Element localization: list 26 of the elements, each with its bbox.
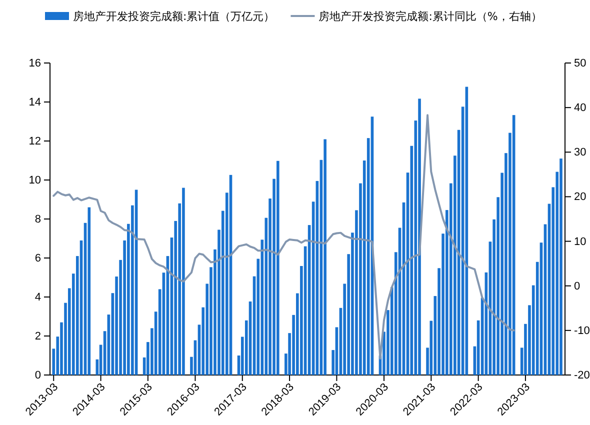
y2-tick-label: 0 — [574, 280, 580, 292]
y-tick-label: 6 — [34, 252, 41, 265]
y-tick-label: 2 — [34, 330, 41, 343]
bar — [418, 98, 421, 375]
legend-label: 房地产开发投资完成额:累计值（万亿元） — [73, 10, 275, 23]
y2-tick-label: 30 — [574, 146, 586, 159]
y-tick-label: 0 — [34, 370, 41, 382]
y2-tick-label: 50 — [574, 58, 586, 70]
bar — [182, 188, 185, 375]
bar — [560, 158, 562, 375]
y-tick-label: 10 — [28, 174, 41, 187]
y2-tick-label: -10 — [574, 324, 590, 337]
y2-tick-label: 20 — [574, 191, 586, 204]
y2-tick-label: 40 — [574, 102, 586, 114]
y-tick-label: 16 — [28, 58, 41, 70]
y-tick-label: 8 — [34, 214, 41, 226]
bar — [324, 139, 326, 375]
line-series — [52, 114, 515, 360]
y-tick-label: 14 — [28, 96, 41, 109]
bar — [88, 207, 91, 375]
legend-label: 房地产开发投资完成额:累计同比（%，右轴） — [318, 10, 542, 23]
y2-tick-label: 10 — [574, 236, 586, 248]
y-tick-label: 4 — [34, 292, 41, 304]
y-tick-label: 12 — [28, 136, 41, 148]
bar — [276, 160, 280, 375]
y2-tick-label: -20 — [574, 370, 590, 382]
